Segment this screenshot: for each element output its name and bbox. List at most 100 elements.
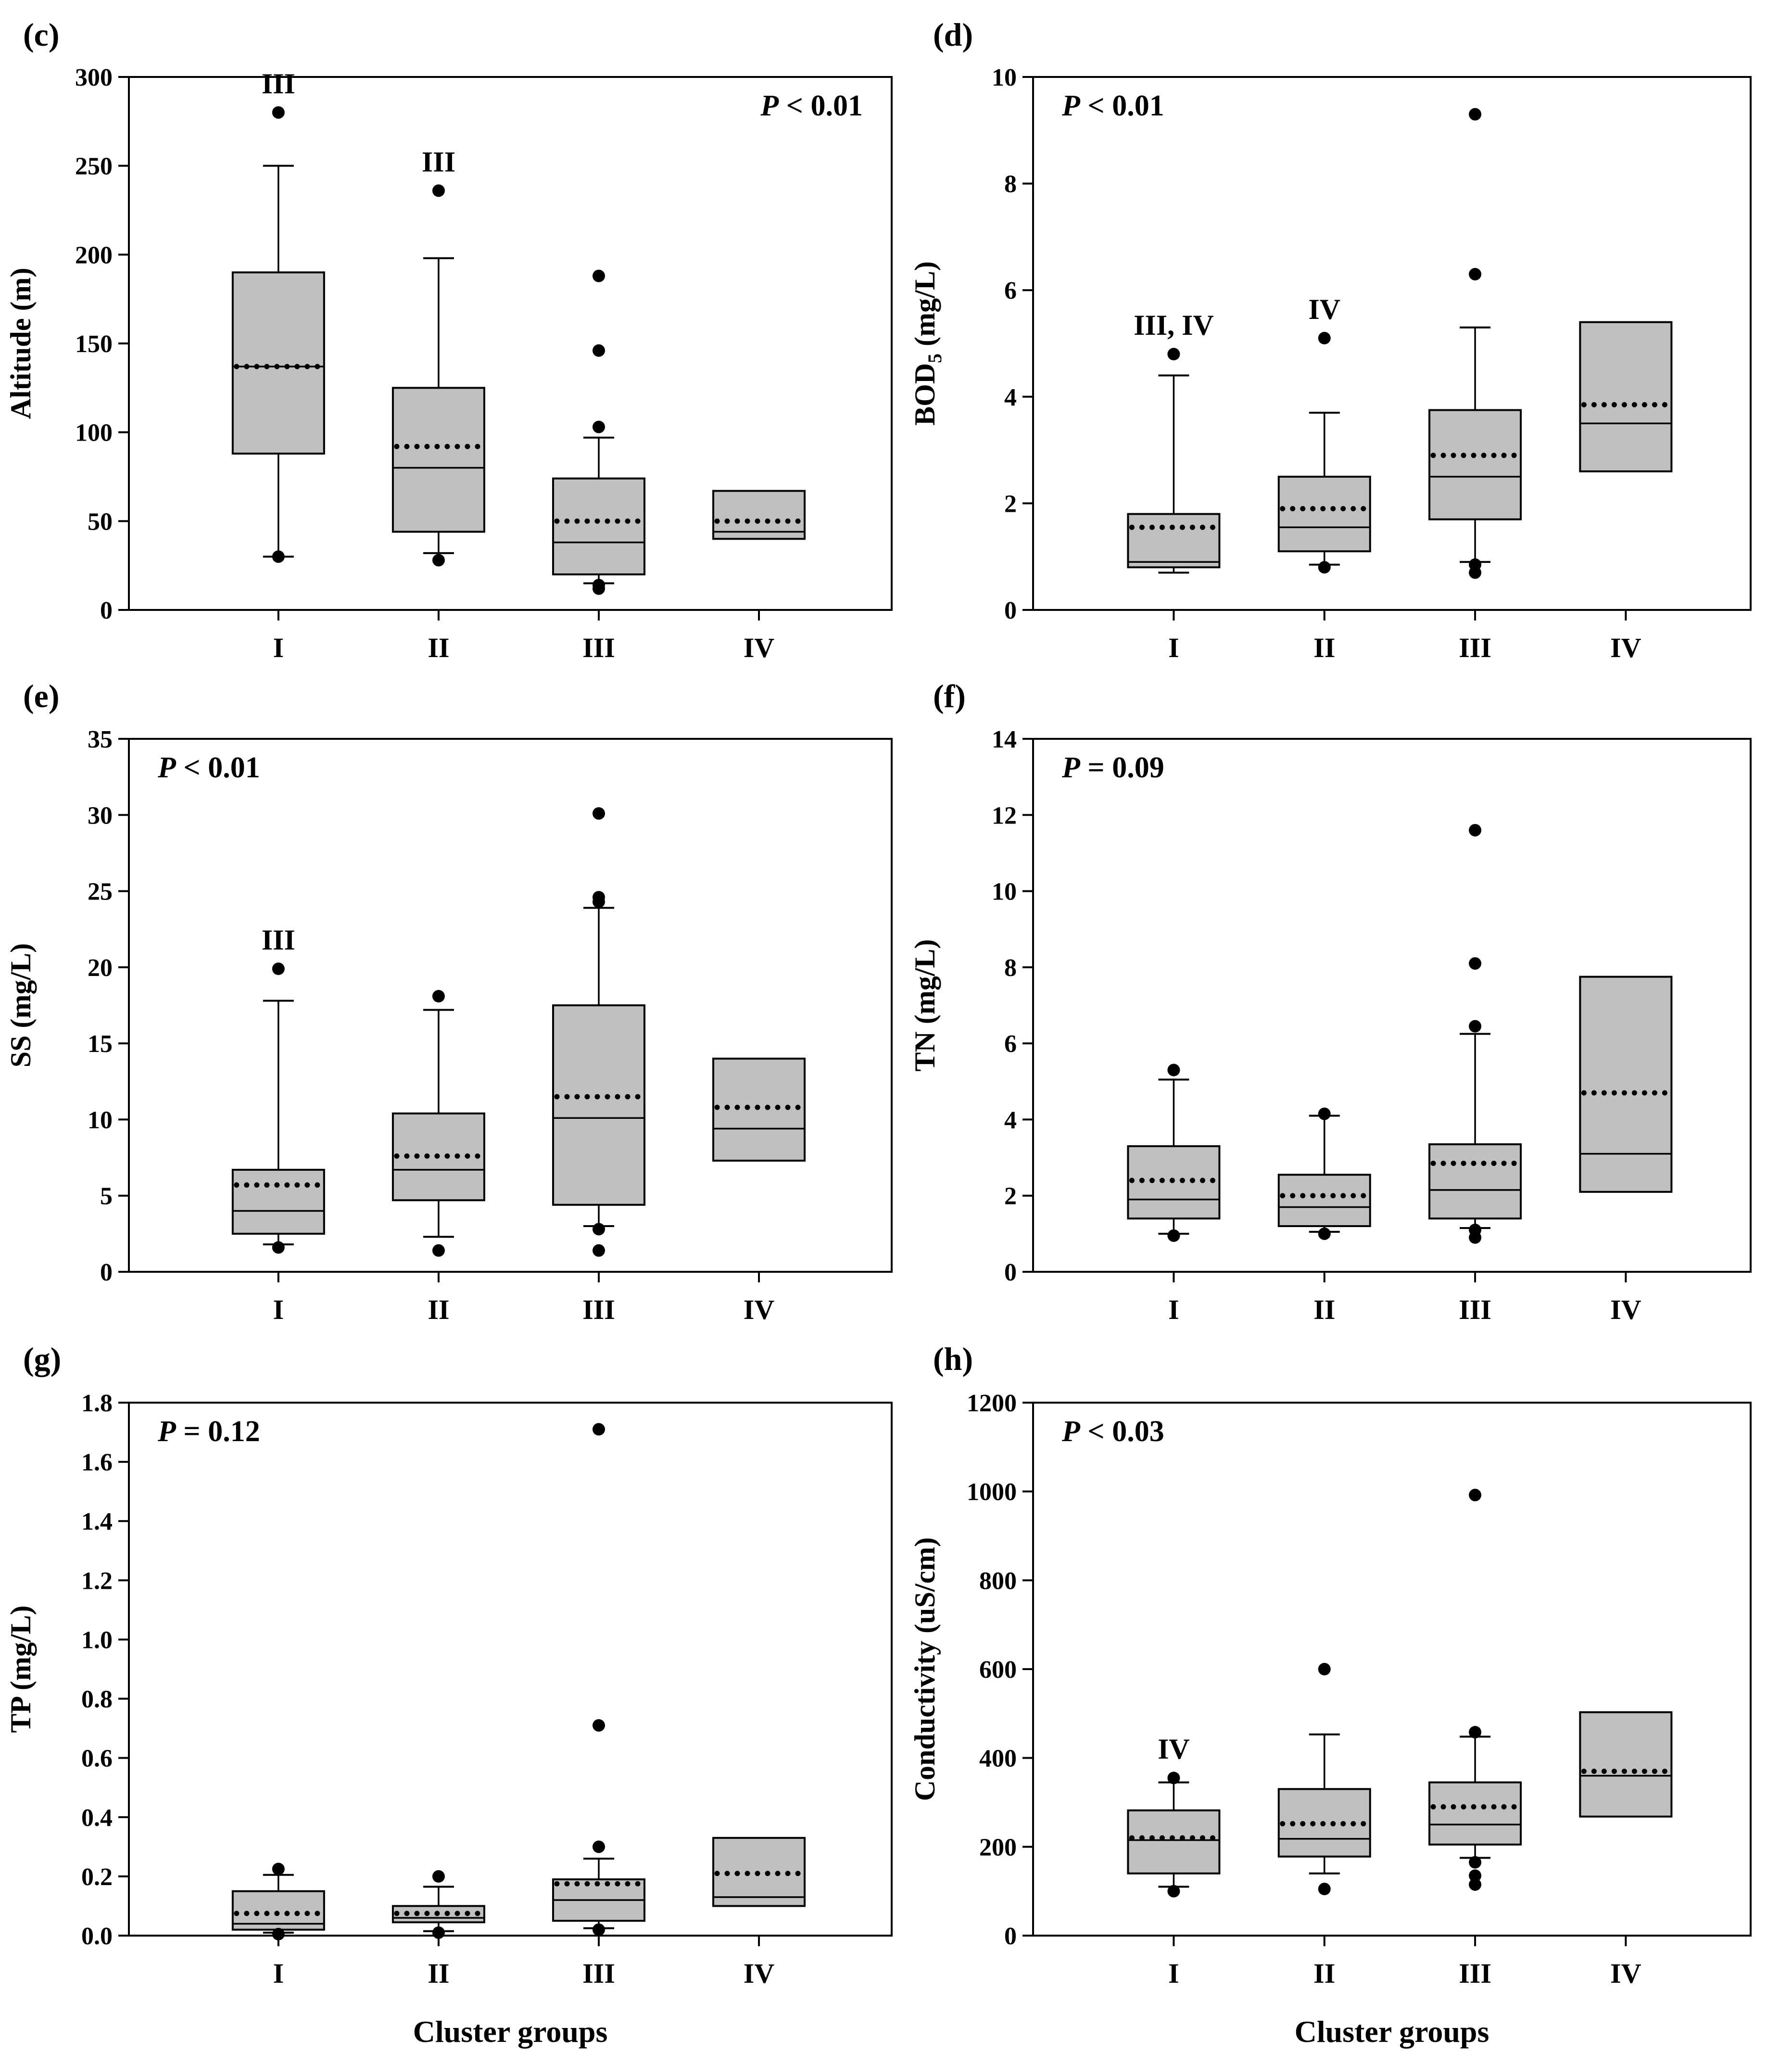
outlier-point [1469, 1726, 1482, 1739]
panel-label: (g) [23, 1341, 61, 1377]
plot-frame [128, 1402, 893, 1937]
outlier-point [1318, 561, 1331, 574]
y-axis-title-text: BOD [909, 363, 941, 426]
y-tick-label: 2 [1004, 1183, 1017, 1210]
box-II [391, 990, 485, 1257]
panel-label: (e) [23, 678, 59, 714]
box-II: III [391, 146, 485, 567]
outlier-point [1469, 566, 1482, 579]
significance-label: IV [1308, 293, 1340, 325]
outlier-point [1469, 1231, 1482, 1244]
box-II: IV [1277, 293, 1371, 574]
y-tick-label: 0.2 [81, 1863, 113, 1891]
y-tick-label: 14 [992, 726, 1017, 753]
x-category-label: IV [744, 632, 775, 663]
iqr-box [1579, 1711, 1673, 1818]
p-value-annotation: P < 0.01 [157, 751, 260, 784]
y-axis-title-subscript: 5 [924, 354, 946, 363]
box-IV [1579, 975, 1673, 1193]
iqr-box [1428, 409, 1522, 520]
outlier-point [1469, 1020, 1482, 1033]
p-value-symbol: P [1061, 89, 1081, 122]
p-value-text: < 0.01 [176, 751, 260, 784]
p-value-symbol: P [157, 1415, 177, 1448]
outlier-point [432, 184, 445, 197]
outlier-point [1167, 1772, 1180, 1785]
y-axis-title-text: TN (mg/L) [909, 939, 941, 1072]
iqr-box [1579, 975, 1673, 1193]
outlier-point [592, 807, 605, 820]
y-tick-label: 15 [88, 1030, 113, 1058]
p-value-text: < 0.01 [779, 89, 863, 122]
y-tick-label: 600 [979, 1656, 1017, 1684]
outlier-point [592, 420, 605, 433]
plot-frame [1032, 738, 1752, 1273]
y-axis-title-text: SS (mg/L) [5, 943, 37, 1067]
box-IV [1579, 321, 1673, 472]
y-tick-label: 50 [88, 508, 113, 535]
y-tick-label: 1.8 [81, 1390, 113, 1417]
y-tick-label: 0 [1004, 597, 1017, 624]
y-tick-label: 4 [1004, 1106, 1017, 1134]
box-II [391, 1870, 485, 1939]
y-tick-label: 250 [75, 153, 113, 180]
x-category-label: II [428, 1958, 449, 1989]
y-tick-label: 1.0 [81, 1626, 113, 1654]
y-tick-label: 8 [1004, 171, 1017, 198]
iqr-box [1127, 513, 1221, 569]
x-category-label: I [273, 632, 284, 663]
x-category-label: I [273, 1294, 284, 1325]
iqr-box [1428, 1143, 1522, 1220]
outlier-point [1469, 1878, 1482, 1891]
y-tick-label: 4 [1004, 384, 1017, 411]
significance-label: III, IV [1134, 309, 1214, 341]
iqr-box [1579, 321, 1673, 472]
box-IV [712, 1837, 806, 1907]
x-category-label: I [1168, 1958, 1179, 1989]
plot-frame [1032, 76, 1752, 611]
y-tick-label: 100 [75, 419, 113, 447]
significance-label: IV [1158, 1733, 1190, 1765]
outlier-point [432, 1926, 445, 1939]
y-tick-label: 1.4 [81, 1508, 113, 1535]
box-III [552, 807, 645, 1257]
iqr-box [552, 477, 645, 576]
outlier-point [432, 1870, 445, 1883]
box-III [1428, 1489, 1522, 1891]
iqr-box [231, 271, 325, 455]
y-tick-label: 200 [75, 241, 113, 269]
box-II [1277, 1663, 1371, 1896]
outlier-point [1469, 957, 1482, 970]
significance-label: III [262, 924, 295, 956]
y-axis-title: Conductivity (uS/cm) [909, 1537, 941, 1801]
y-tick-label: 1.2 [81, 1567, 113, 1595]
y-axis-title-text: Conductivity (uS/cm) [909, 1537, 941, 1801]
iqr-box [1277, 1174, 1371, 1228]
p-value-symbol: P [1061, 751, 1081, 784]
y-tick-label: 25 [88, 878, 113, 906]
y-tick-label: 6 [1004, 277, 1017, 304]
y-tick-label: 5 [100, 1183, 113, 1210]
outlier-point [592, 895, 605, 908]
y-tick-label: 0 [1004, 1259, 1017, 1286]
y-axis-title: Altitude (m) [5, 268, 37, 419]
p-value-text: = 0.09 [1080, 751, 1164, 784]
plot-frame [128, 738, 893, 1273]
iqr-box [1428, 1781, 1522, 1846]
significance-label: III [422, 146, 455, 177]
y-tick-label: 200 [979, 1834, 1017, 1861]
x-category-label: II [428, 632, 449, 663]
y-tick-label: 35 [88, 726, 113, 753]
x-category-label: III [582, 1294, 615, 1325]
box-I: IV [1127, 1733, 1221, 1898]
y-tick-label: 10 [992, 64, 1017, 91]
x-category-label: I [1168, 1294, 1179, 1325]
outlier-point [592, 1423, 605, 1436]
outlier-point [432, 554, 445, 567]
panel-label: (c) [23, 16, 59, 53]
outlier-point [1469, 108, 1482, 121]
